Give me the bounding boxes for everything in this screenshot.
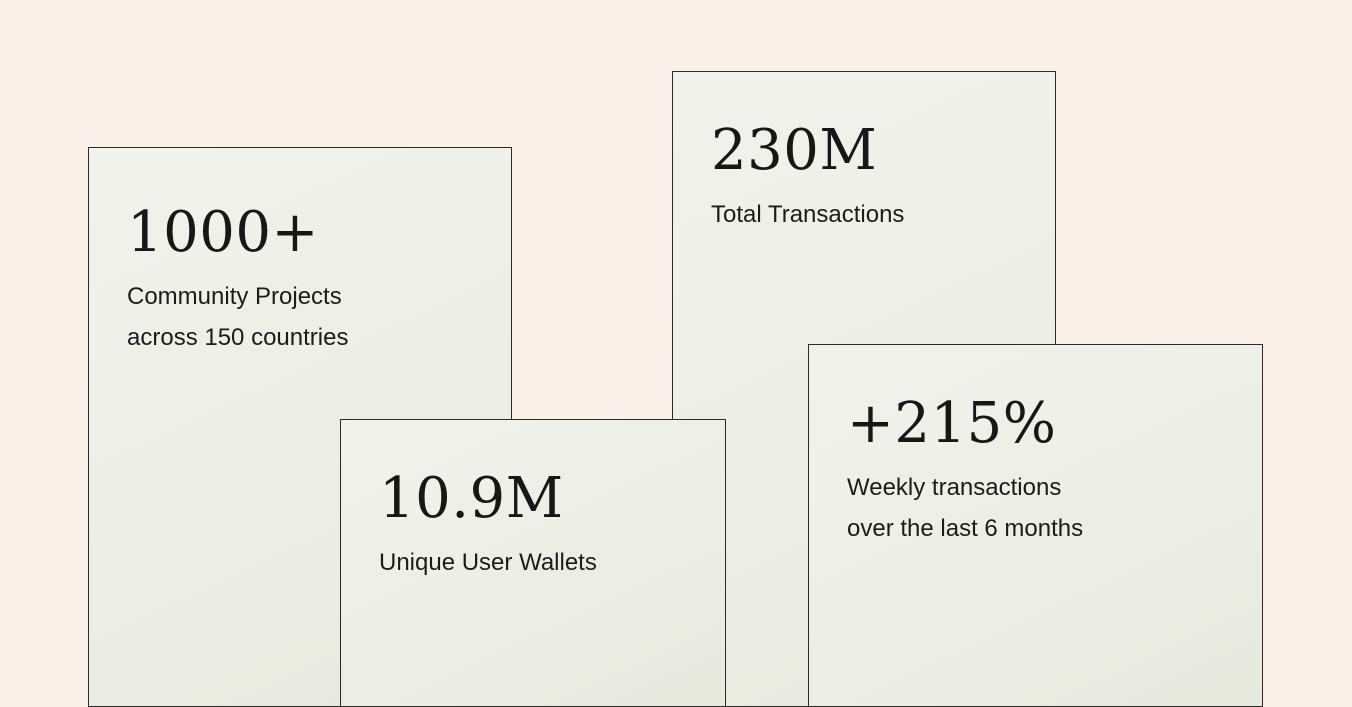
- stat-label-community-projects: Community Projects across 150 countries: [127, 277, 473, 359]
- stat-value-weekly-transactions: +215%: [847, 391, 1057, 456]
- stat-label-line: Unique User Wallets: [379, 548, 597, 576]
- stat-label-weekly-transactions: Weekly transactions over the last 6 mont…: [847, 468, 1224, 550]
- stat-label-line: across 150 countries: [127, 323, 349, 351]
- stat-label-total-transactions: Total Transactions: [711, 195, 1017, 236]
- stat-card-weekly-transactions: +215% Weekly transactions over the last …: [808, 344, 1263, 707]
- stat-value-unique-user-wallets: 10.9M: [379, 466, 564, 531]
- stat-label-line: over the last 6 months: [847, 514, 1084, 542]
- stat-label-line: Community Projects: [127, 282, 342, 310]
- stat-label-unique-user-wallets: Unique User Wallets: [379, 543, 687, 584]
- stat-label-line: Total Transactions: [711, 200, 905, 228]
- stat-value-community-projects: 1000+: [127, 200, 319, 265]
- stat-value-total-transactions: 230M: [711, 118, 878, 183]
- stat-label-line: Weekly transactions: [847, 473, 1062, 501]
- stat-card-unique-user-wallets: 10.9M Unique User Wallets: [340, 419, 726, 707]
